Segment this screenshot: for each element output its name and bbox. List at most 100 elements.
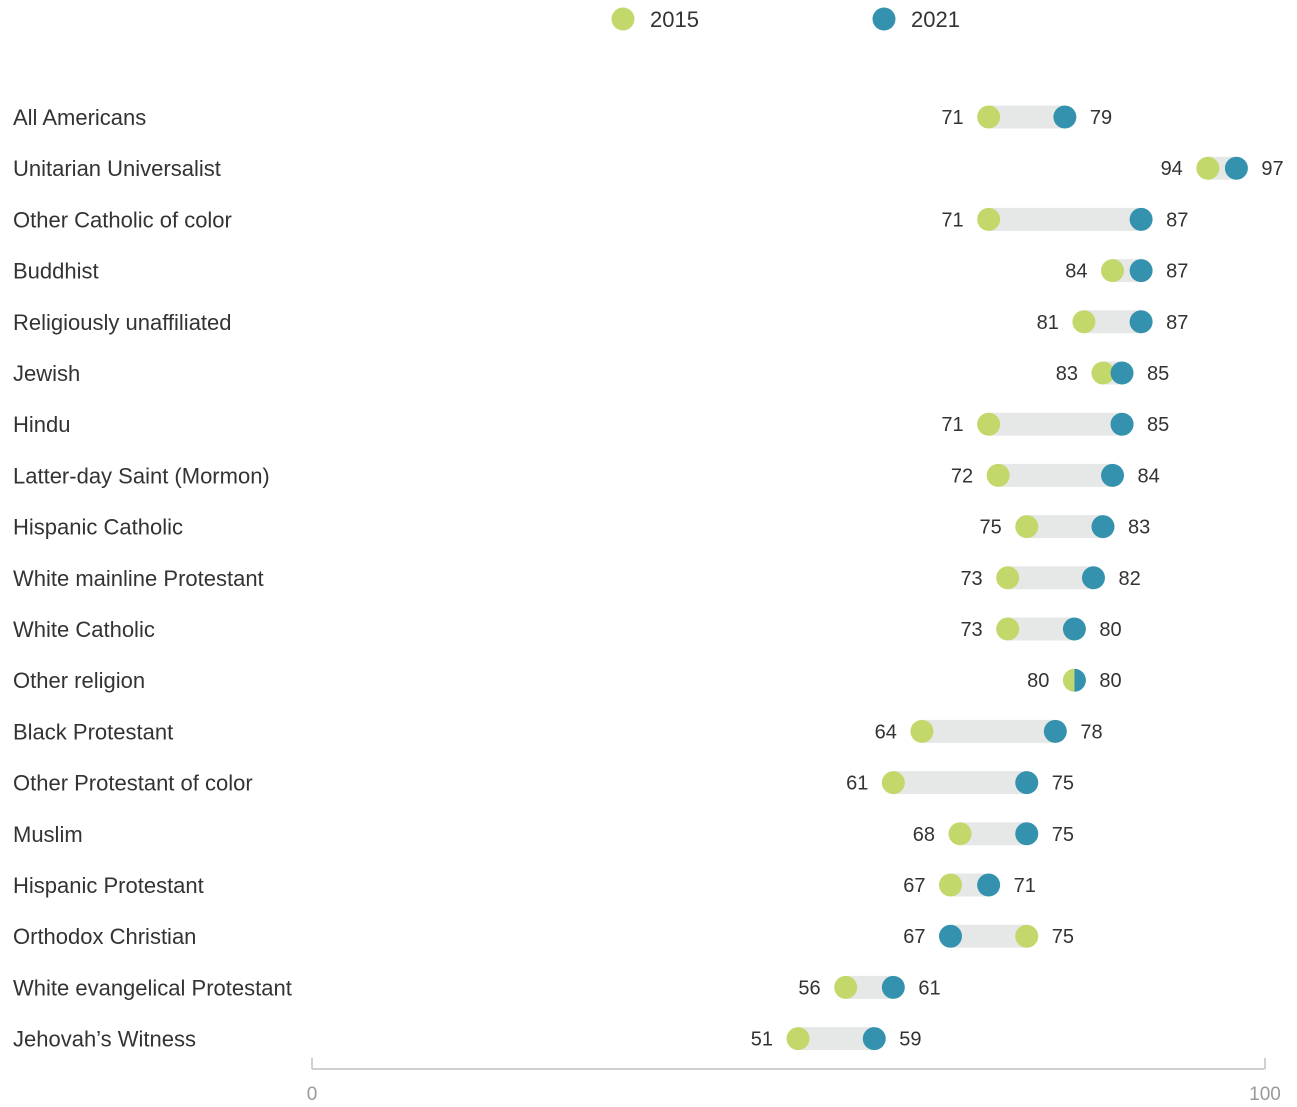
point-2021 [1074, 668, 1086, 692]
value-label-2015: 75 [1052, 926, 1074, 948]
value-label-2015: 81 [1037, 312, 1059, 334]
legend-swatch-2021 [872, 7, 896, 31]
chart-row: Muslim 68 75 [13, 822, 1074, 847]
value-label-2021: 79 [1090, 107, 1112, 129]
value-label-2021: 97 [1261, 158, 1283, 180]
value-label-2021: 84 [1138, 465, 1160, 487]
point-2021 [1015, 822, 1039, 846]
chart-row: Other Protestant of color 61 75 [13, 771, 1074, 796]
point-2021 [1015, 771, 1039, 795]
category-label: White Catholic [13, 617, 155, 642]
value-label-2021: 80 [1099, 619, 1121, 641]
point-2015 [910, 719, 934, 743]
value-label-2015: 61 [846, 773, 868, 795]
point-2015 [977, 207, 1001, 231]
value-label-2015: 73 [960, 619, 982, 641]
dumbbell-connector [798, 1027, 875, 1051]
chart-row: White mainline Protestant 73 82 [13, 566, 1141, 591]
dumbbell-connector [988, 105, 1065, 129]
point-2015 [1062, 668, 1075, 692]
legend-label-2015: 2015 [650, 7, 699, 32]
point-2021 [939, 924, 963, 948]
legend: 2015 2021 [611, 7, 960, 32]
point-2021 [1043, 719, 1067, 743]
dumbbell-connector [950, 924, 1027, 948]
dumbbell-connector [1026, 515, 1103, 539]
value-label-2021: 82 [1118, 568, 1140, 590]
category-label: Hispanic Protestant [13, 873, 204, 898]
point-2021 [1101, 463, 1125, 487]
chart-row: Religiously unaffiliated 81 87 [13, 310, 1188, 335]
chart-row: Jewish 83 85 [13, 361, 1169, 386]
value-label-2021: 67 [903, 926, 925, 948]
value-label-2021: 87 [1166, 209, 1188, 231]
value-label-2015: 72 [951, 465, 973, 487]
category-label: Other Protestant of color [13, 771, 253, 796]
value-label-2015: 83 [1056, 363, 1078, 385]
point-2015 [996, 617, 1020, 641]
value-label-2021: 61 [918, 977, 940, 999]
chart-row: Hispanic Protestant 67 71 [13, 873, 1036, 898]
point-2015 [977, 105, 1001, 129]
value-label-2021: 78 [1080, 721, 1102, 743]
value-label-2021: 85 [1147, 363, 1169, 385]
dumbbell-connector [988, 207, 1142, 231]
value-label-2015: 94 [1161, 158, 1183, 180]
point-2015 [1101, 259, 1125, 283]
value-label-2021: 87 [1166, 312, 1188, 334]
point-2021 [977, 873, 1001, 897]
chart-row: Black Protestant 64 78 [13, 719, 1103, 744]
value-label-2021: 75 [1052, 824, 1074, 846]
value-label-2021: 83 [1128, 517, 1150, 539]
point-2015 [977, 412, 1001, 436]
value-label-2015: 67 [903, 875, 925, 897]
point-2015 [786, 1027, 810, 1051]
point-2021 [1110, 361, 1134, 385]
x-tick-label: 100 [1249, 1084, 1281, 1105]
category-label: White evangelical Protestant [13, 975, 292, 1000]
value-label-2015: 68 [913, 824, 935, 846]
dumbbell-connector [960, 822, 1027, 846]
value-label-2021: 85 [1147, 414, 1169, 436]
category-label: Religiously unaffiliated [13, 310, 232, 335]
chart-row: Jehovah’s Witness 51 59 [13, 1027, 922, 1052]
dumbbell-connector [893, 771, 1027, 795]
point-2021 [1053, 105, 1077, 129]
chart-row: All Americans 71 79 [13, 105, 1112, 130]
value-label-2015: 71 [941, 414, 963, 436]
chart-row: Buddhist 84 87 [13, 259, 1188, 284]
chart-row: Other religion 80 80 [13, 668, 1122, 693]
value-label-2015: 71 [941, 107, 963, 129]
chart-row: White Catholic 73 80 [13, 617, 1122, 642]
dumbbell-connector [1007, 617, 1075, 641]
point-2015 [1015, 515, 1039, 539]
dumbbell-connector [921, 719, 1056, 743]
point-2021 [1110, 412, 1134, 436]
legend-label-2021: 2021 [911, 7, 960, 32]
chart-row: Latter-day Saint (Mormon) 72 84 [13, 463, 1160, 488]
category-label: Muslim [13, 822, 83, 847]
category-label: Latter-day Saint (Mormon) [13, 463, 270, 488]
value-label-2015: 56 [798, 977, 820, 999]
value-label-2021: 80 [1099, 670, 1121, 692]
point-2021 [1224, 156, 1248, 180]
point-2021 [1129, 207, 1153, 231]
category-label: Unitarian Universalist [13, 156, 221, 181]
category-label: Jehovah’s Witness [13, 1027, 196, 1052]
category-label: Other religion [13, 668, 145, 693]
point-2015 [834, 975, 858, 999]
chart-row: Hispanic Catholic 75 83 [13, 515, 1150, 540]
value-label-2021: 59 [899, 1029, 921, 1051]
point-2015 [948, 822, 972, 846]
value-label-2015: 84 [1065, 261, 1087, 283]
point-2015 [986, 463, 1010, 487]
value-label-2015: 80 [1027, 670, 1049, 692]
point-2015 [881, 771, 905, 795]
x-tick-label: 0 [307, 1084, 318, 1105]
point-2015 [939, 873, 963, 897]
dumbbell-connector [1083, 310, 1142, 334]
point-2021 [1129, 259, 1153, 283]
category-label: Orthodox Christian [13, 924, 196, 949]
point-2021 [1062, 617, 1086, 641]
dumbbell-connector [998, 463, 1113, 487]
